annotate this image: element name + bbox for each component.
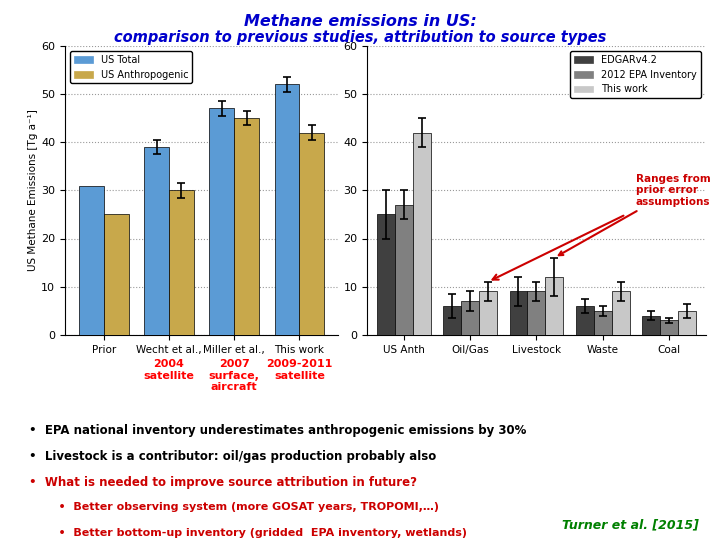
Bar <box>274 84 300 335</box>
Bar <box>528 292 545 335</box>
Bar <box>169 191 194 335</box>
Bar <box>444 306 461 335</box>
Bar <box>413 132 431 335</box>
Legend: EDGARv4.2, 2012 EPA Inventory, This work: EDGARv4.2, 2012 EPA Inventory, This work <box>570 51 701 98</box>
Text: 2009-2011
satellite: 2009-2011 satellite <box>266 359 333 381</box>
Text: comparison to previous studies, attribution to source types: comparison to previous studies, attribut… <box>114 30 606 45</box>
Text: •  Better observing system (more GOSAT years, TROPOMI,…): • Better observing system (more GOSAT ye… <box>43 502 439 512</box>
Bar <box>510 292 528 335</box>
Bar <box>612 292 629 335</box>
Bar <box>234 118 259 335</box>
Bar <box>576 306 594 335</box>
Bar <box>104 214 129 335</box>
Text: Methane emissions in US:: Methane emissions in US: <box>243 14 477 29</box>
Legend: US Total, US Anthropogenic: US Total, US Anthropogenic <box>70 51 192 83</box>
Bar <box>678 310 696 335</box>
Y-axis label: US Methane Emissions [Tg a⁻¹]: US Methane Emissions [Tg a⁻¹] <box>28 110 38 271</box>
Bar <box>479 292 497 335</box>
Text: Ranges from
prior error
assumptions: Ranges from prior error assumptions <box>559 174 711 255</box>
Bar <box>594 310 612 335</box>
Text: •  EPA national inventory underestimates anthropogenic emissions by 30%: • EPA national inventory underestimates … <box>29 424 526 437</box>
Bar <box>660 320 678 335</box>
Text: 2004
satellite: 2004 satellite <box>143 359 194 381</box>
Bar <box>545 277 563 335</box>
Text: •  What is needed to improve source attribution in future?: • What is needed to improve source attri… <box>29 476 417 489</box>
Text: Turner et al. [2015]: Turner et al. [2015] <box>562 519 698 532</box>
Text: 2007
surface,
aircraft: 2007 surface, aircraft <box>209 359 260 392</box>
Bar <box>300 132 324 335</box>
Text: •  Better bottom-up inventory (gridded  EPA inventory, wetlands): • Better bottom-up inventory (gridded EP… <box>43 528 467 538</box>
Bar <box>461 301 479 335</box>
Bar <box>395 205 413 335</box>
Bar <box>144 147 169 335</box>
Bar <box>642 315 660 335</box>
Bar <box>210 109 234 335</box>
Text: •  Livestock is a contributor: oil/gas production probably also: • Livestock is a contributor: oil/gas pr… <box>29 450 436 463</box>
Bar <box>79 186 104 335</box>
Bar <box>377 214 395 335</box>
